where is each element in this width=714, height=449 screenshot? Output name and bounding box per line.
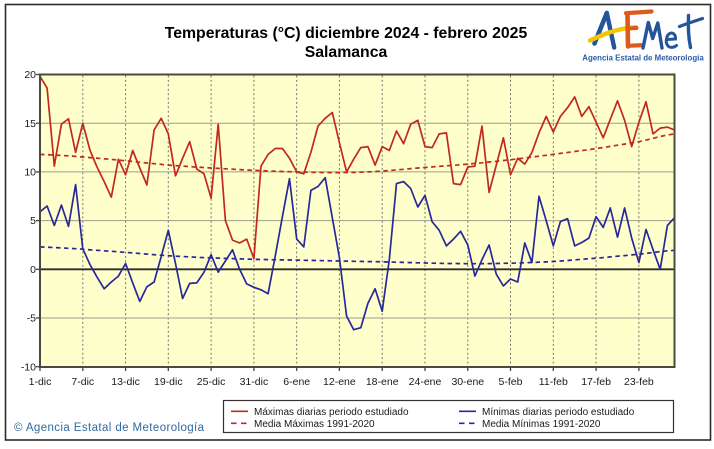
- svg-text:1-dic: 1-dic: [29, 376, 52, 388]
- svg-text:15: 15: [24, 118, 36, 130]
- svg-text:7-dic: 7-dic: [71, 376, 94, 388]
- svg-text:Salamanca: Salamanca: [305, 44, 388, 61]
- svg-text:Máximas diarias periodo estudi: Máximas diarias periodo estudiado: [254, 407, 409, 418]
- svg-text:31-dic: 31-dic: [240, 376, 269, 388]
- svg-text:24-ene: 24-ene: [409, 376, 442, 388]
- svg-text:20: 20: [24, 69, 36, 81]
- svg-text:-10: -10: [21, 361, 36, 373]
- svg-text:19-dic: 19-dic: [154, 376, 183, 388]
- svg-text:18-ene: 18-ene: [366, 376, 399, 388]
- svg-text:0: 0: [30, 264, 36, 276]
- svg-text:11-feb: 11-feb: [539, 376, 568, 388]
- svg-text:5: 5: [30, 215, 36, 227]
- svg-text:10: 10: [24, 167, 36, 179]
- svg-text:12-ene: 12-ene: [323, 376, 356, 388]
- svg-text:30-ene: 30-ene: [451, 376, 484, 388]
- svg-text:13-dic: 13-dic: [111, 376, 140, 388]
- svg-text:5-feb: 5-feb: [499, 376, 523, 388]
- svg-text:17-feb: 17-feb: [581, 376, 611, 388]
- svg-text:Agencia Estatal de Meteorologí: Agencia Estatal de Meteorología: [582, 54, 704, 63]
- svg-text:Media Máximas 1991-2020: Media Máximas 1991-2020: [254, 419, 375, 430]
- svg-text:© Agencia Estatal de Meteorolo: © Agencia Estatal de Meteorología: [14, 422, 205, 434]
- svg-text:25-dic: 25-dic: [197, 376, 226, 388]
- svg-text:-5: -5: [27, 313, 36, 325]
- svg-text:Media Mínimas 1991-2020: Media Mínimas 1991-2020: [482, 419, 601, 430]
- svg-text:6-ene: 6-ene: [283, 376, 310, 388]
- svg-text:Mínimas diarias periodo estudi: Mínimas diarias periodo estudiado: [482, 407, 635, 418]
- svg-text:23-feb: 23-feb: [624, 376, 654, 388]
- svg-text:Temperaturas (°C) diciembre 20: Temperaturas (°C) diciembre 2024 - febre…: [165, 25, 528, 42]
